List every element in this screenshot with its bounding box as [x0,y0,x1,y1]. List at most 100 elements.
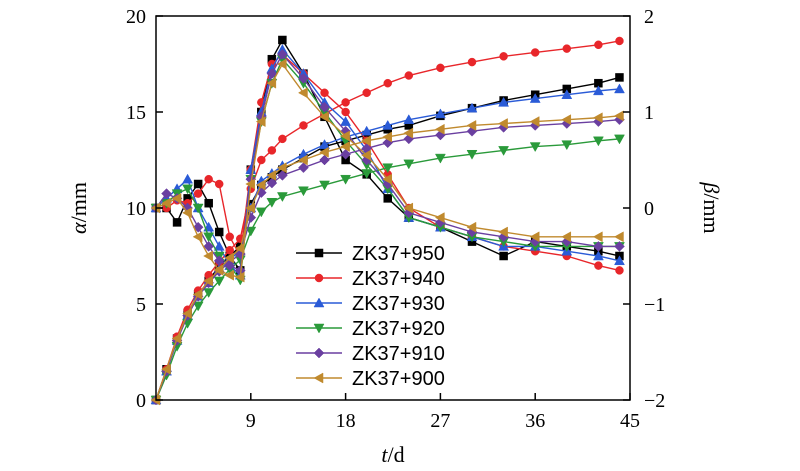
alpha-point [266,177,278,189]
alpha-point [383,78,392,88]
alpha-point [498,96,510,107]
beta-point [297,87,308,99]
alpha-point [171,333,182,344]
left-axis-label: α/mm [66,182,91,234]
x-tick-label: 9 [246,410,256,432]
alpha-point [467,57,477,67]
legend-label: ZK37+910 [352,343,445,365]
beta-point [171,192,182,204]
beta-point [561,231,572,243]
beta-point [615,266,624,275]
beta-point [204,198,213,208]
alpha-point [276,192,288,202]
alpha-point [192,301,204,312]
alpha-point [403,114,415,124]
beta-point [277,49,288,60]
legend-label: ZK37+950 [352,243,445,265]
legend-marker [313,323,325,334]
beta-point [529,231,540,243]
alpha-point [498,146,510,156]
alpha-point [562,44,572,53]
beta-point [382,173,392,185]
alpha-point [224,252,234,264]
alpha-point [276,162,287,174]
right-tick-label: 1 [644,102,654,124]
alpha-point [319,139,330,149]
beta-point [614,241,625,252]
alpha-point [615,36,624,46]
alpha-point [614,134,625,145]
beta-point [340,116,352,126]
alpha-point [340,141,350,152]
alpha-point [182,308,192,320]
beta-point [340,130,350,142]
beta-point [593,241,604,252]
alpha-point [466,102,478,113]
beta-point [225,232,234,242]
beta-point [266,77,277,89]
beta-point [403,202,414,214]
alpha-point [298,186,309,197]
legend-label: ZK37+900 [352,368,445,390]
alpha-point [615,73,624,82]
beta-line [156,38,620,273]
alpha-point [267,146,277,155]
alpha-point [266,197,278,208]
beta-point [182,207,192,219]
beta-point [214,179,224,189]
alpha-point [403,127,414,139]
beta-point [361,149,371,161]
beta-point [320,88,329,98]
alpha-point [245,202,256,214]
legend-item: ZK37+930 [296,293,445,315]
alpha-point [225,245,234,255]
alpha-point [340,148,351,160]
alpha-point [299,121,308,130]
legend-label: ZK37+920 [352,318,445,340]
beta-point [182,184,194,195]
beta-line [155,57,620,282]
alpha-point [466,120,477,131]
beta-point [266,68,278,79]
beta-point [213,240,225,251]
beta-point [592,250,604,261]
beta-point [203,250,213,262]
legend-marker [314,248,324,258]
beta-point [224,260,236,271]
beta-point [193,179,203,189]
alpha-point [382,119,394,130]
alpha-point [213,276,225,287]
alpha-point [613,110,624,122]
beta-point [203,241,215,252]
alpha-point [341,98,350,107]
alpha-point [203,288,215,298]
beta-point [613,231,624,243]
beta-point [255,116,266,128]
alpha-point [434,123,445,135]
alpha-point [340,174,352,185]
alpha-point [266,169,277,181]
series-layer [150,35,625,406]
right-axis-unit: /mm [699,193,724,233]
alpha-point [403,159,415,170]
x-axis-var: t [381,442,388,467]
alpha-point [298,162,309,174]
alpha-point [255,207,267,218]
beta-point [234,271,245,283]
left-tick-label: 0 [136,390,146,412]
beta-point [498,226,508,238]
alpha-point [278,134,287,144]
beta-point [276,58,287,70]
alpha-point [434,153,446,164]
beta-point [245,178,256,190]
x-tick-label: 36 [525,410,545,432]
alpha-point [319,146,329,158]
legend: ZK37+950 ZK37+940 ZK37+930 ZK37+920 ZK37+910… [296,243,445,390]
x-tick-label: 27 [430,410,450,432]
alpha-point [382,131,392,143]
beta-point [298,73,309,84]
alpha-point [530,48,540,57]
alpha-point [297,154,308,166]
beta-point [466,221,477,233]
